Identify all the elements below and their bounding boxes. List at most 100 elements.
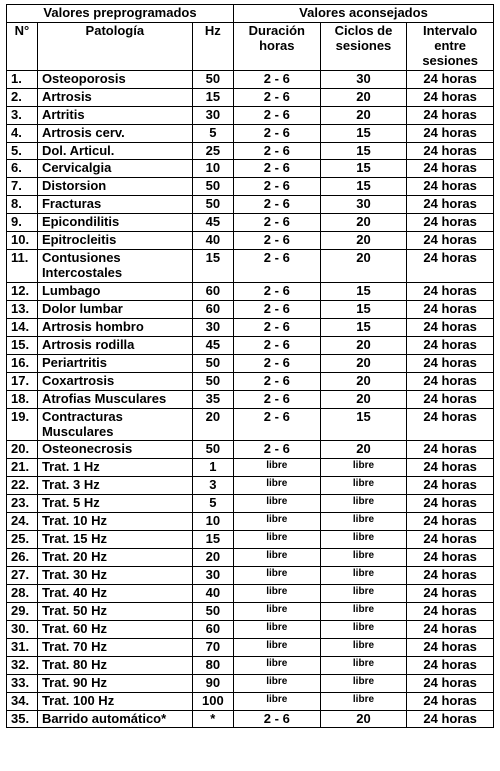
- cell-int: 24 horas: [407, 283, 494, 301]
- cell-hz: 45: [192, 336, 233, 354]
- cell-pat: Trat. 5 Hz: [37, 495, 192, 513]
- cell-int: 24 horas: [407, 372, 494, 390]
- cell-pat: Trat. 1 Hz: [37, 459, 192, 477]
- cell-dur: 2 - 6: [233, 408, 320, 441]
- cell-pat: Cervicalgia: [37, 160, 192, 178]
- cell-cyc: 15: [320, 408, 407, 441]
- cell-n: 9.: [7, 214, 38, 232]
- cell-int: 24 horas: [407, 620, 494, 638]
- cell-pat: Artritis: [37, 106, 192, 124]
- table-row: 4.Artrosis cerv.52 - 61524 horas: [7, 124, 494, 142]
- cell-n: 28.: [7, 584, 38, 602]
- cell-pat: Artrosis: [37, 88, 192, 106]
- cell-cyc: libre: [320, 656, 407, 674]
- cell-dur: 2 - 6: [233, 196, 320, 214]
- cell-hz: 70: [192, 638, 233, 656]
- cell-dur: 2 - 6: [233, 88, 320, 106]
- cell-n: 19.: [7, 408, 38, 441]
- cell-cyc: 20: [320, 390, 407, 408]
- cell-pat: Barrido automático*: [37, 710, 192, 728]
- header-group-aconsejados: Valores aconsejados: [233, 5, 493, 23]
- cell-int: 24 horas: [407, 88, 494, 106]
- cell-dur: libre: [233, 531, 320, 549]
- cell-dur: 2 - 6: [233, 441, 320, 459]
- table-row: 34.Trat. 100 Hz100librelibre24 horas: [7, 692, 494, 710]
- cell-hz: 50: [192, 372, 233, 390]
- cell-hz: 60: [192, 283, 233, 301]
- cell-pat: Trat. 90 Hz: [37, 674, 192, 692]
- cell-n: 12.: [7, 283, 38, 301]
- table-row: 10.Epitrocleitis402 - 62024 horas: [7, 232, 494, 250]
- cell-int: 24 horas: [407, 495, 494, 513]
- cell-cyc: 20: [320, 441, 407, 459]
- cell-pat: Trat. 80 Hz: [37, 656, 192, 674]
- table-row: 2.Artrosis152 - 62024 horas: [7, 88, 494, 106]
- cell-n: 3.: [7, 106, 38, 124]
- cell-n: 15.: [7, 336, 38, 354]
- cell-pat: Trat. 50 Hz: [37, 602, 192, 620]
- cell-cyc: 15: [320, 124, 407, 142]
- cell-hz: 30: [192, 567, 233, 585]
- cell-cyc: 20: [320, 354, 407, 372]
- cell-dur: 2 - 6: [233, 354, 320, 372]
- cell-cyc: libre: [320, 477, 407, 495]
- cell-dur: 2 - 6: [233, 250, 320, 283]
- cell-n: 17.: [7, 372, 38, 390]
- table-row: 28.Trat. 40 Hz40librelibre24 horas: [7, 584, 494, 602]
- cell-hz: 60: [192, 300, 233, 318]
- cell-n: 10.: [7, 232, 38, 250]
- cell-int: 24 horas: [407, 160, 494, 178]
- cell-n: 33.: [7, 674, 38, 692]
- table-row: 9.Epicondilitis452 - 62024 horas: [7, 214, 494, 232]
- cell-n: 26.: [7, 549, 38, 567]
- cell-int: 24 horas: [407, 106, 494, 124]
- col-intervalo: Intervalo entre sesiones: [407, 22, 494, 70]
- table-row: 26.Trat. 20 Hz20librelibre24 horas: [7, 549, 494, 567]
- cell-cyc: 20: [320, 214, 407, 232]
- cell-hz: 90: [192, 674, 233, 692]
- cell-pat: Dol. Articul.: [37, 142, 192, 160]
- cell-int: 24 horas: [407, 674, 494, 692]
- cell-int: 24 horas: [407, 390, 494, 408]
- table-row: 31.Trat. 70 Hz70librelibre24 horas: [7, 638, 494, 656]
- cell-cyc: libre: [320, 549, 407, 567]
- cell-cyc: 20: [320, 250, 407, 283]
- cell-hz: 3: [192, 477, 233, 495]
- cell-dur: libre: [233, 638, 320, 656]
- cell-pat: Lumbago: [37, 283, 192, 301]
- cell-cyc: 15: [320, 142, 407, 160]
- cell-pat: Dolor lumbar: [37, 300, 192, 318]
- cell-hz: 20: [192, 549, 233, 567]
- cell-hz: 20: [192, 408, 233, 441]
- cell-cyc: 20: [320, 88, 407, 106]
- cell-pat: Trat. 10 Hz: [37, 513, 192, 531]
- col-n: N°: [7, 22, 38, 70]
- cell-cyc: 20: [320, 232, 407, 250]
- cell-cyc: libre: [320, 513, 407, 531]
- cell-pat: Atrofias Musculares: [37, 390, 192, 408]
- table-row: 18.Atrofias Musculares352 - 62024 horas: [7, 390, 494, 408]
- cell-dur: 2 - 6: [233, 283, 320, 301]
- cell-hz: 30: [192, 106, 233, 124]
- cell-cyc: libre: [320, 638, 407, 656]
- cell-int: 24 horas: [407, 232, 494, 250]
- cell-hz: 50: [192, 602, 233, 620]
- cell-cyc: 15: [320, 318, 407, 336]
- cell-pat: Osteoporosis: [37, 70, 192, 88]
- cell-int: 24 horas: [407, 531, 494, 549]
- cell-pat: Contracturas Musculares: [37, 408, 192, 441]
- cell-int: 24 horas: [407, 70, 494, 88]
- table-row: 12.Lumbago602 - 61524 horas: [7, 283, 494, 301]
- cell-n: 24.: [7, 513, 38, 531]
- cell-dur: libre: [233, 692, 320, 710]
- cell-pat: Trat. 30 Hz: [37, 567, 192, 585]
- table-row: 29.Trat. 50 Hz50librelibre24 horas: [7, 602, 494, 620]
- cell-n: 8.: [7, 196, 38, 214]
- cell-hz: 5: [192, 124, 233, 142]
- table-row: 24.Trat. 10 Hz10librelibre24 horas: [7, 513, 494, 531]
- cell-pat: Periartritis: [37, 354, 192, 372]
- cell-hz: 35: [192, 390, 233, 408]
- cell-n: 2.: [7, 88, 38, 106]
- cell-cyc: libre: [320, 674, 407, 692]
- cell-int: 24 horas: [407, 441, 494, 459]
